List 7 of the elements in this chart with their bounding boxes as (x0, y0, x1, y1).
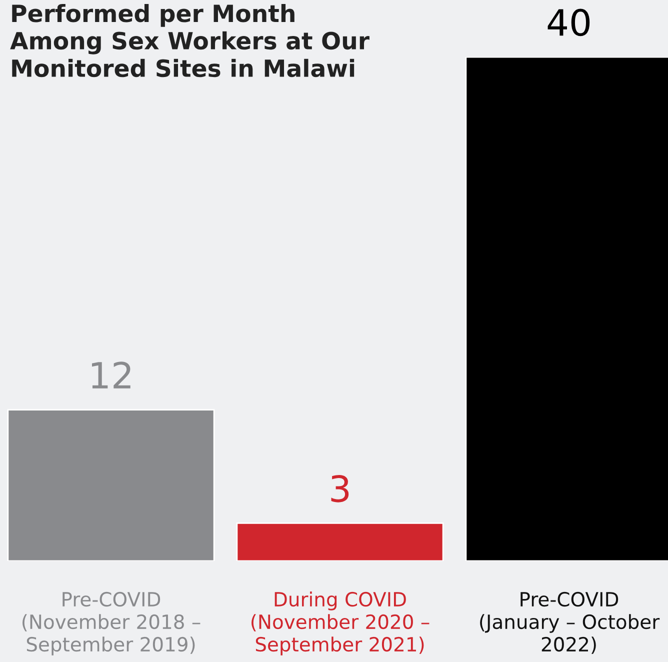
x-tick-label: Pre-COVID (November 2018 – September 2019) (22, 592, 200, 656)
chart-title: Performed per Month Among Sex Workers at Our Monitored Sites in Malawi (10, 4, 370, 78)
data-label: 40 (548, 8, 590, 36)
x-tick-label: Pre-COVID (January – October 2022) (480, 592, 660, 654)
x-tick-label: During COVID (November 2020 – September 2021) (252, 592, 430, 656)
data-label: 3 (331, 475, 349, 502)
data-label: 12 (92, 362, 130, 388)
